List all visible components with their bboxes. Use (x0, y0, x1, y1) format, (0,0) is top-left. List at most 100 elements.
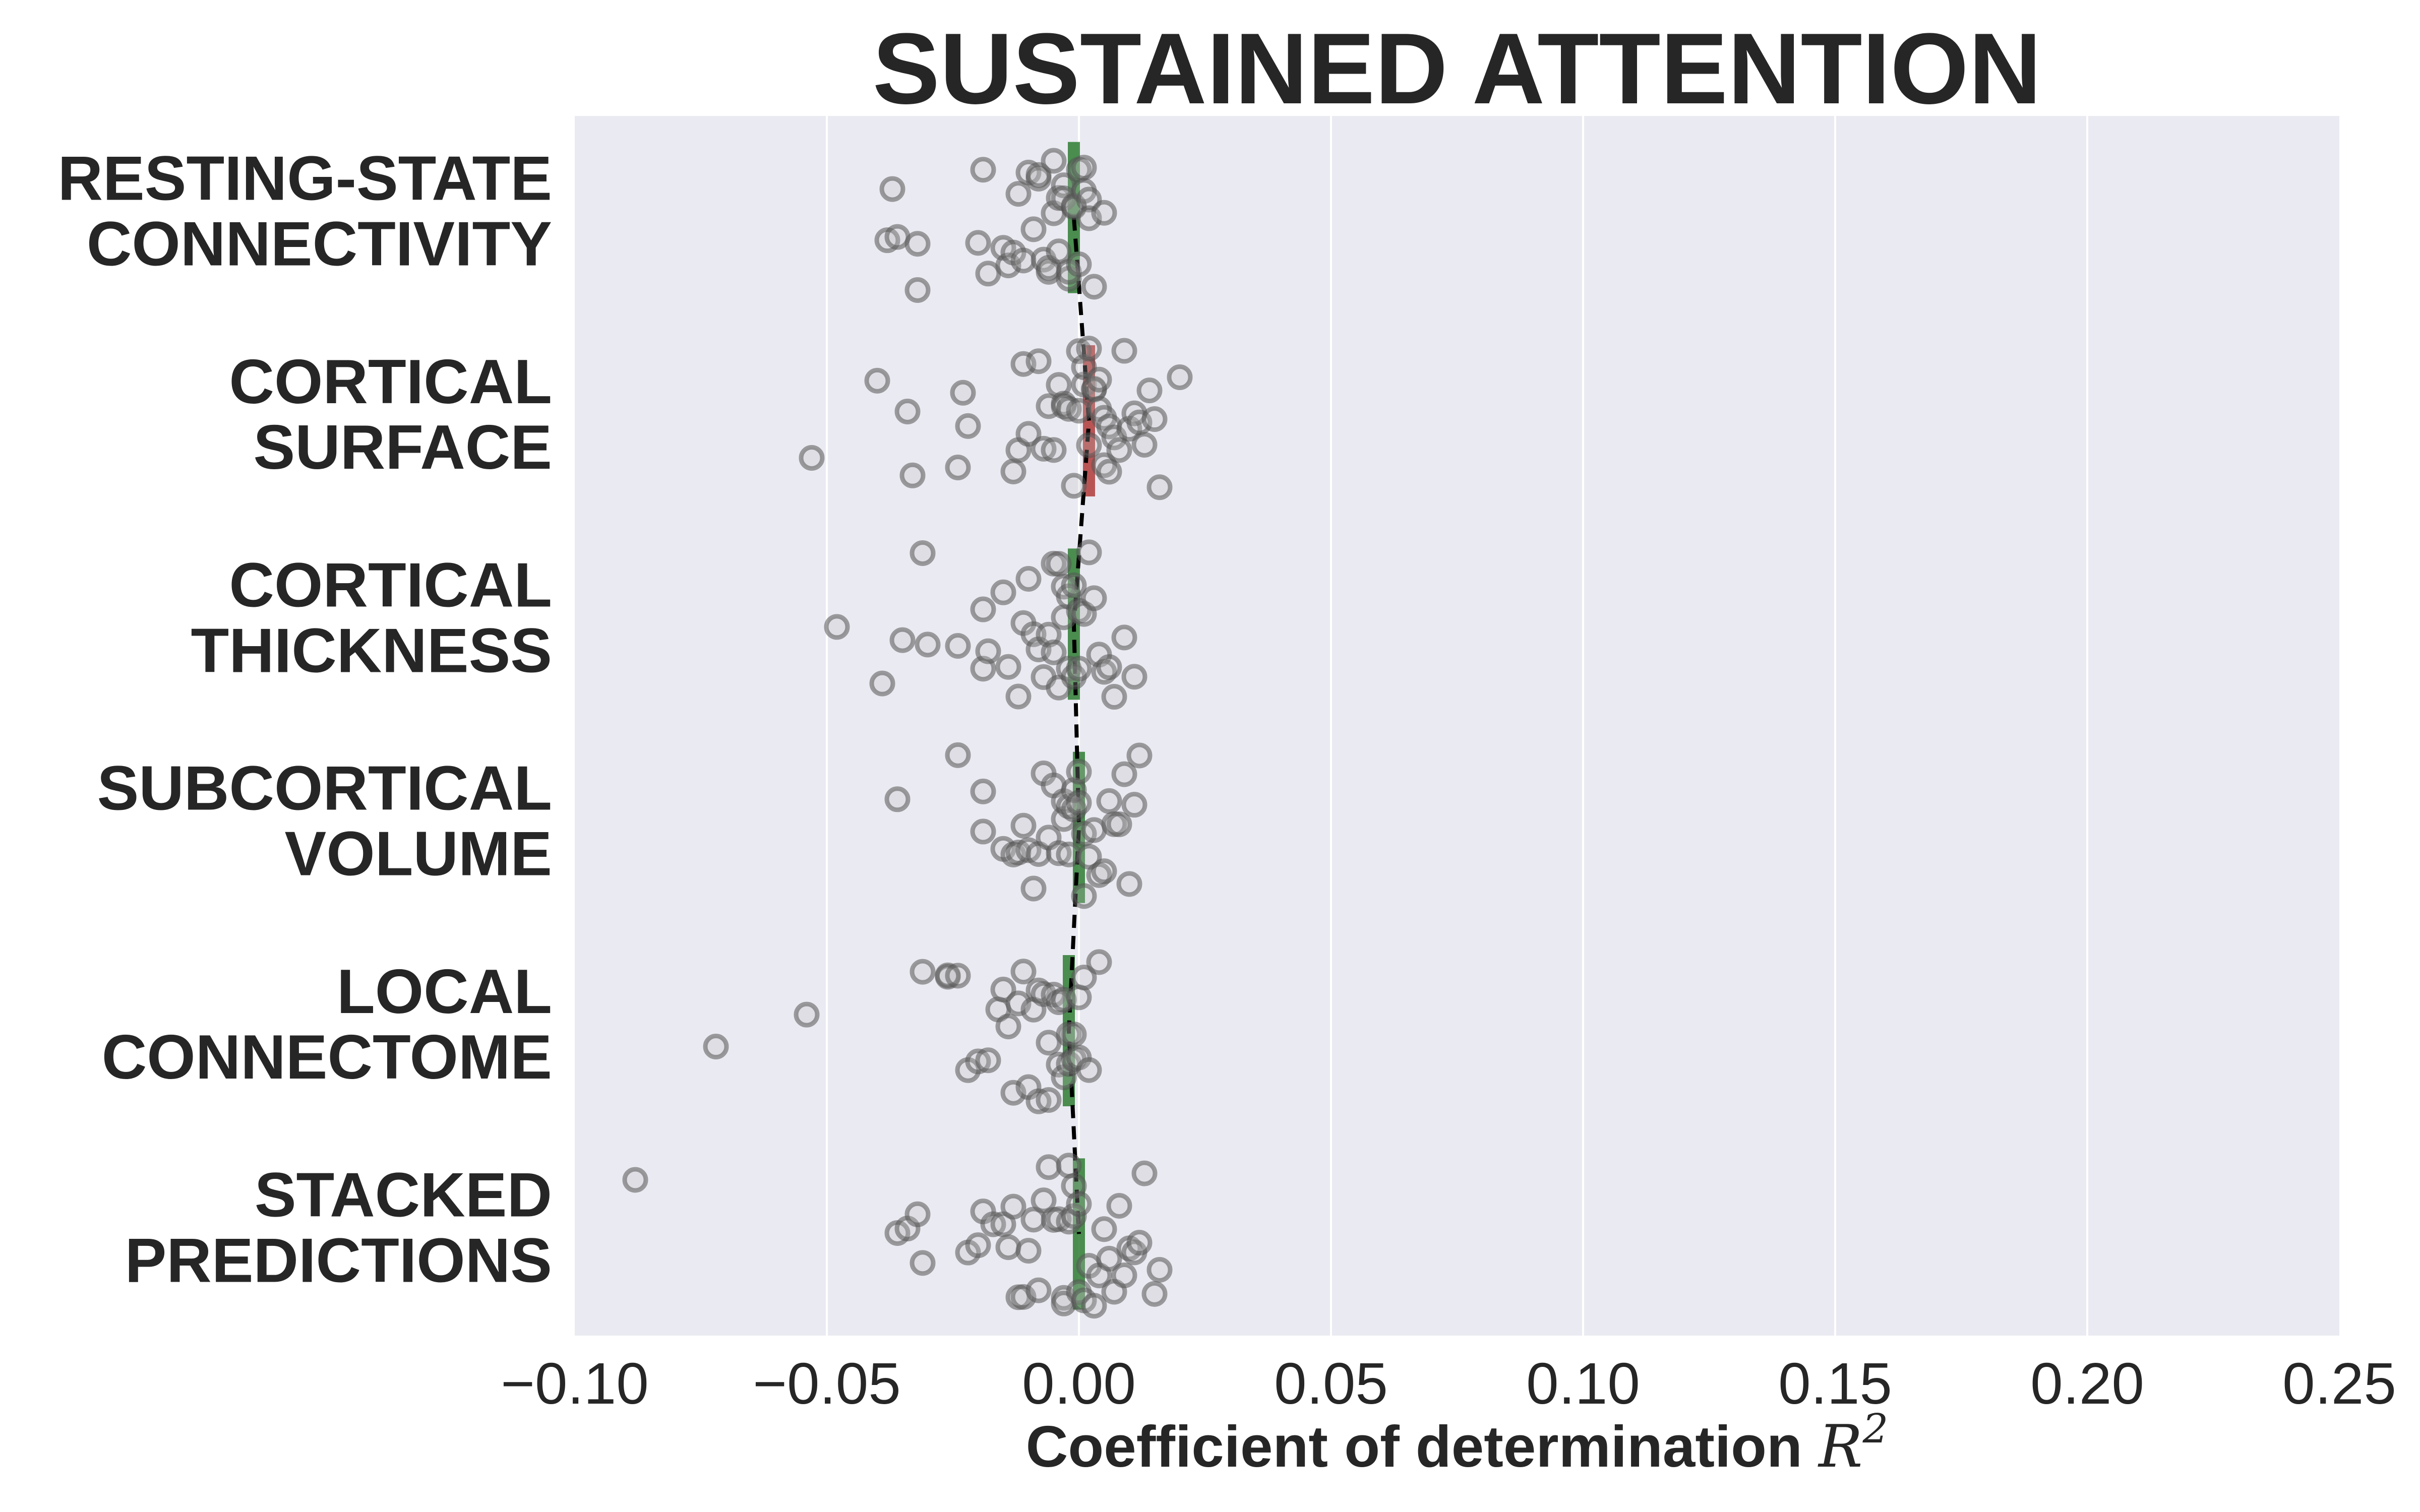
x-axis-label: Coefficient of determination R2 (1026, 1405, 1889, 1481)
data-point (894, 398, 921, 424)
data-point (869, 670, 895, 697)
data-point (904, 231, 931, 257)
data-point (1091, 200, 1117, 226)
data-point (1066, 251, 1092, 277)
data-point (1000, 1193, 1026, 1220)
data-point (1066, 398, 1092, 424)
x-tick-label: 0.25 (2282, 1351, 2396, 1416)
data-point (703, 1034, 729, 1060)
data-point (1081, 1293, 1107, 1319)
category-label-line: SUBCORTICAL (97, 754, 552, 824)
data-point (910, 540, 936, 566)
data-point (975, 1047, 1001, 1074)
data-point (970, 157, 996, 183)
data-point (1005, 181, 1032, 207)
data-point (889, 627, 916, 653)
x-tick-label: 0.05 (1274, 1351, 1388, 1416)
data-point (1071, 883, 1097, 909)
data-points (622, 148, 1193, 1319)
category-label: STACKED PREDICTIONS (125, 1160, 552, 1295)
data-point (904, 1201, 931, 1227)
data-point (1136, 377, 1163, 404)
x-tick-label: −0.05 (753, 1351, 901, 1416)
x-tick-label: 0.00 (1022, 1351, 1136, 1416)
data-point (1010, 959, 1037, 985)
data-point (1116, 871, 1142, 897)
data-point (965, 1232, 991, 1258)
data-point (1025, 348, 1052, 374)
data-point (1111, 761, 1137, 787)
data-point (910, 959, 936, 985)
data-point (1015, 421, 1042, 447)
data-point (955, 413, 981, 439)
data-point (1126, 742, 1153, 769)
data-point (1081, 274, 1107, 300)
category-label-line: THICKNESS (191, 616, 552, 685)
data-point (910, 1250, 936, 1276)
data-point (1005, 683, 1032, 710)
data-point (1071, 155, 1097, 181)
data-point (1111, 1262, 1137, 1288)
data-point (1041, 639, 1067, 665)
data-point (1106, 811, 1132, 837)
data-point (990, 976, 1016, 1002)
data-point (1141, 406, 1168, 432)
data-point (1096, 459, 1122, 485)
data-point (1071, 965, 1097, 991)
data-point (904, 277, 931, 303)
data-point (1076, 432, 1102, 458)
x-tick-label: 0.20 (2030, 1351, 2144, 1416)
data-point (1126, 1230, 1153, 1256)
data-point (1056, 841, 1082, 867)
data-point (1131, 1160, 1158, 1186)
data-point (1106, 1192, 1132, 1219)
data-point (1091, 858, 1117, 885)
data-point (1041, 437, 1067, 463)
data-point (1096, 654, 1122, 680)
category-label-line: SURFACE (253, 413, 552, 482)
data-point (995, 1234, 1021, 1261)
data-point (950, 380, 976, 406)
x-tick-label: 0.10 (1526, 1351, 1640, 1416)
data-point (1096, 1245, 1122, 1272)
category-label-line: CORTICAL (229, 347, 552, 417)
data-point (975, 638, 1001, 664)
data-point (1046, 551, 1072, 577)
data-point (1046, 238, 1072, 265)
data-point (1076, 539, 1102, 565)
data-point (879, 176, 905, 202)
data-point (1131, 431, 1158, 458)
data-point (965, 230, 991, 256)
data-point (1076, 1057, 1102, 1083)
data-point (1066, 759, 1092, 785)
data-point (1031, 1187, 1057, 1214)
data-point (1146, 474, 1173, 500)
chart-title: SUSTAINED ATTENTION (873, 13, 2041, 125)
category-label-line: VOLUME (285, 820, 552, 889)
category-label-line: CORTICAL (229, 550, 552, 620)
category-label: SUBCORTICAL VOLUME (97, 754, 552, 889)
category-label-line: LOCAL (337, 957, 552, 1027)
data-point (1106, 437, 1132, 463)
data-point (945, 454, 971, 480)
data-point (1000, 459, 1026, 485)
data-point (1146, 1256, 1173, 1283)
x-axis-label-superscript: 2 (1862, 1405, 1888, 1452)
data-point (1066, 790, 1092, 816)
data-point (1111, 624, 1137, 651)
x-tick-label: −0.10 (501, 1351, 649, 1416)
category-label: CORTICAL THICKNESS (191, 550, 552, 685)
data-point (1101, 684, 1127, 710)
data-point (1061, 1021, 1087, 1047)
data-point (945, 633, 971, 659)
category-label: CORTICAL SURFACE (229, 347, 552, 482)
data-point (995, 654, 1021, 680)
data-point (995, 1014, 1021, 1040)
data-point (945, 742, 971, 768)
data-point (1015, 566, 1042, 592)
data-point (1121, 664, 1147, 690)
data-point (1056, 1153, 1082, 1179)
data-point (1025, 1277, 1052, 1303)
x-tick-label: 0.15 (1778, 1351, 1892, 1416)
